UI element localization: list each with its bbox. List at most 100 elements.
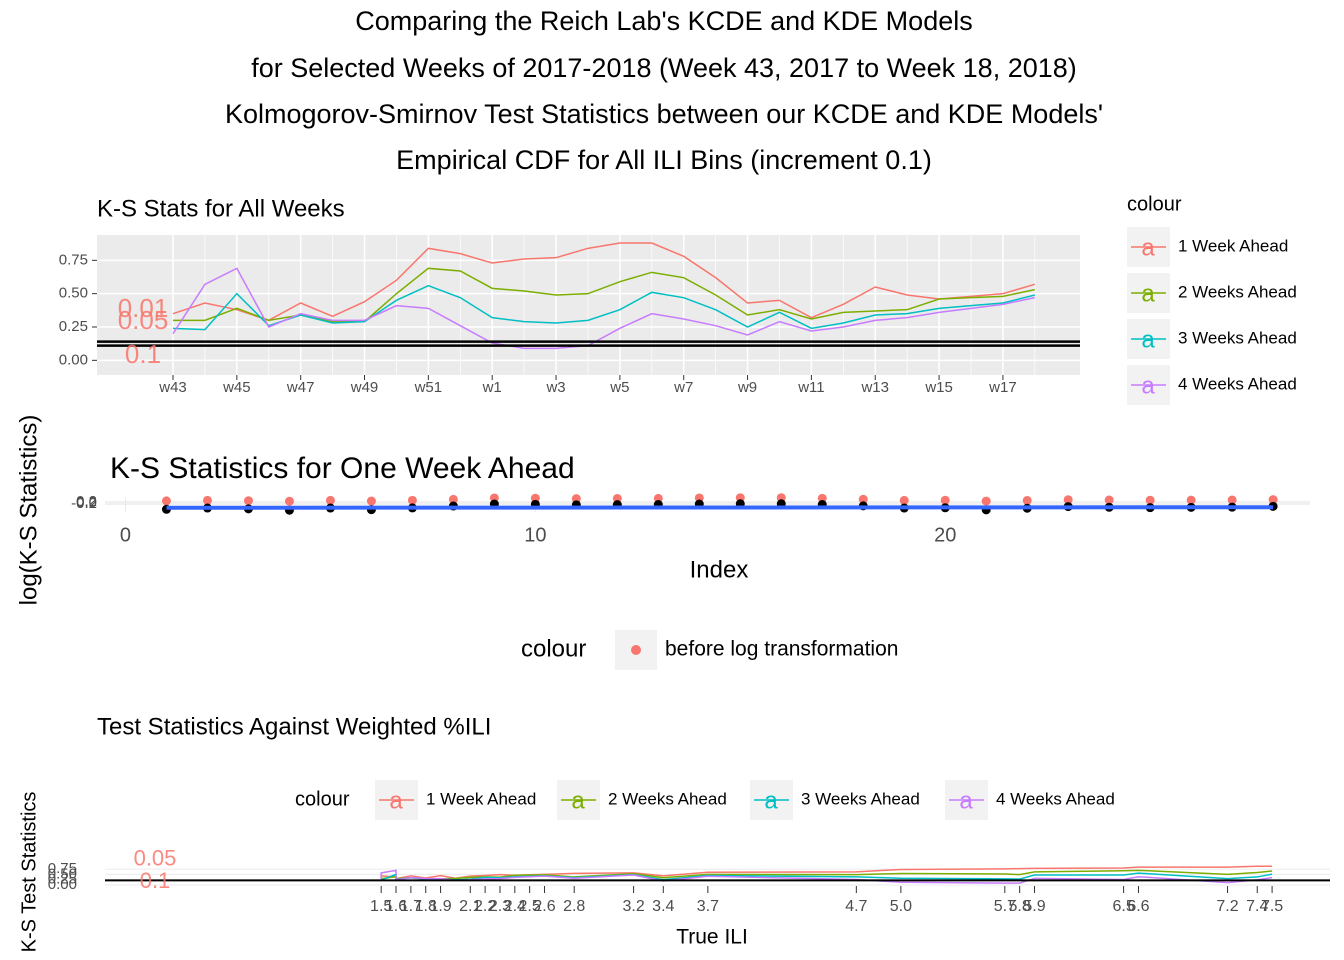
y-tick-label: 0.25 <box>48 871 77 888</box>
main-title: Kolmogorov-Smirnov Test Statistics betwe… <box>225 99 1103 129</box>
x-tick-label: 2.1 <box>459 898 481 915</box>
y-tick-label: 0.50 <box>48 865 77 882</box>
legend-label: 2 Weeks Ahead <box>1178 282 1297 301</box>
x-tick-label: w47 <box>286 379 315 396</box>
point <box>612 493 622 503</box>
x-tick-label: w15 <box>924 379 953 396</box>
panel-title: K-S Statistics for One Week Ahead <box>110 452 575 485</box>
x-tick-label: 3.7 <box>697 898 719 915</box>
x-tick-label: 1.6 <box>385 898 407 915</box>
y-tick-label: 0.0 <box>76 494 97 511</box>
x-tick-label: 2.8 <box>563 898 585 915</box>
annotation: 0.1 <box>140 868 171 893</box>
point <box>817 493 827 503</box>
point <box>1063 495 1073 505</box>
main-title: Empirical CDF for All ILI Bins (incremen… <box>396 145 932 175</box>
x-tick-label: 2.5 <box>519 898 541 915</box>
y-tick-label: 0.50 <box>59 285 88 302</box>
legend-label: 4 Weeks Ahead <box>1178 374 1297 393</box>
legend-title: colour <box>521 635 586 662</box>
point <box>858 494 868 504</box>
series-line <box>172 267 1035 350</box>
legend-label: 1 Week Ahead <box>426 789 536 808</box>
trend-line <box>166 505 1274 510</box>
point <box>1022 495 1032 505</box>
point <box>243 496 253 506</box>
y-axis-label: log(K-S Statistics) <box>15 415 42 606</box>
point <box>1268 495 1278 505</box>
legend-glyph: a <box>1141 372 1155 399</box>
legend-title: colour <box>295 788 350 810</box>
x-tick-label: 1.7 <box>400 898 422 915</box>
series-line <box>380 865 1273 880</box>
main-title: Comparing the Reich Lab's KCDE and KDE M… <box>355 6 972 36</box>
x-tick-label: 7.4 <box>1246 898 1268 915</box>
point <box>161 496 171 506</box>
series-line <box>380 869 1273 884</box>
x-tick-label: 4.7 <box>845 898 867 915</box>
legend-label: before log transformation <box>665 638 898 661</box>
x-tick-label: 1.8 <box>415 898 437 915</box>
legend-label: 2 Weeks Ahead <box>608 789 727 808</box>
x-tick-label: 5.9 <box>1023 898 1045 915</box>
legend-title: colour <box>1127 193 1182 215</box>
x-tick-label: 3.2 <box>622 898 644 915</box>
x-tick-label: w43 <box>158 379 187 396</box>
point <box>202 495 212 505</box>
legend-label: 1 Week Ahead <box>1178 236 1288 255</box>
legend-swatch <box>631 645 641 655</box>
series-line <box>172 242 1036 322</box>
point <box>448 494 458 504</box>
point <box>1186 495 1196 505</box>
x-tick-label: 10 <box>524 524 546 546</box>
x-tick-label: 20 <box>934 524 956 546</box>
x-tick-label: w3 <box>545 379 565 396</box>
legend-glyph: a <box>389 787 403 814</box>
panel-title: K-S Stats for All Weeks <box>97 195 345 222</box>
x-tick-label: w1 <box>482 379 502 396</box>
x-tick-label: 2.6 <box>533 898 555 915</box>
x-tick-label: w7 <box>673 379 693 396</box>
x-tick-label: 0 <box>120 524 131 546</box>
y-tick-label: 0.00 <box>48 876 77 893</box>
point <box>1145 495 1155 505</box>
legend-glyph: a <box>1141 234 1155 261</box>
y-axis-label: K-S Test Statistics <box>18 792 40 953</box>
x-tick-label: 7.5 <box>1261 898 1283 915</box>
point <box>1227 495 1237 505</box>
point <box>571 494 581 504</box>
x-tick-label: w11 <box>797 379 824 396</box>
y-tick-label: -0.2 <box>71 495 97 512</box>
point <box>899 495 909 505</box>
plot-background <box>97 235 1080 375</box>
x-tick-label: w45 <box>222 379 251 396</box>
y-tick-label: 0.25 <box>59 318 88 335</box>
y-tick-label: 0.2 <box>76 493 97 510</box>
point <box>366 496 376 506</box>
main-title: for Selected Weeks of 2017-2018 (Week 43… <box>251 53 1077 83</box>
legend-glyph: a <box>959 787 973 814</box>
annotation: 0.05 <box>118 305 169 335</box>
legend-glyph: a <box>1141 280 1155 307</box>
x-axis-label: Index <box>690 556 749 583</box>
legend-glyph: a <box>1141 326 1155 353</box>
x-tick-label: 3.4 <box>652 898 674 915</box>
x-tick-label: w51 <box>414 379 443 396</box>
x-tick-label: 2.4 <box>504 898 526 915</box>
point <box>981 496 991 506</box>
point <box>284 496 294 506</box>
legend-label: 3 Weeks Ahead <box>1178 328 1297 347</box>
x-tick-label: 5.0 <box>890 898 912 915</box>
x-tick-label: w17 <box>988 379 1017 396</box>
x-tick-label: 1.5 <box>370 898 392 915</box>
annotation: 0.05 <box>134 845 177 870</box>
y-tick-label: 0.75 <box>48 860 77 877</box>
x-axis-label: True ILI <box>676 926 748 949</box>
panel-title: Test Statistics Against Weighted %ILI <box>97 713 491 740</box>
x-tick-label: 2.3 <box>489 898 511 915</box>
legend-label: 3 Weeks Ahead <box>801 789 920 808</box>
x-tick-label: 7.2 <box>1216 898 1238 915</box>
point <box>325 495 335 505</box>
